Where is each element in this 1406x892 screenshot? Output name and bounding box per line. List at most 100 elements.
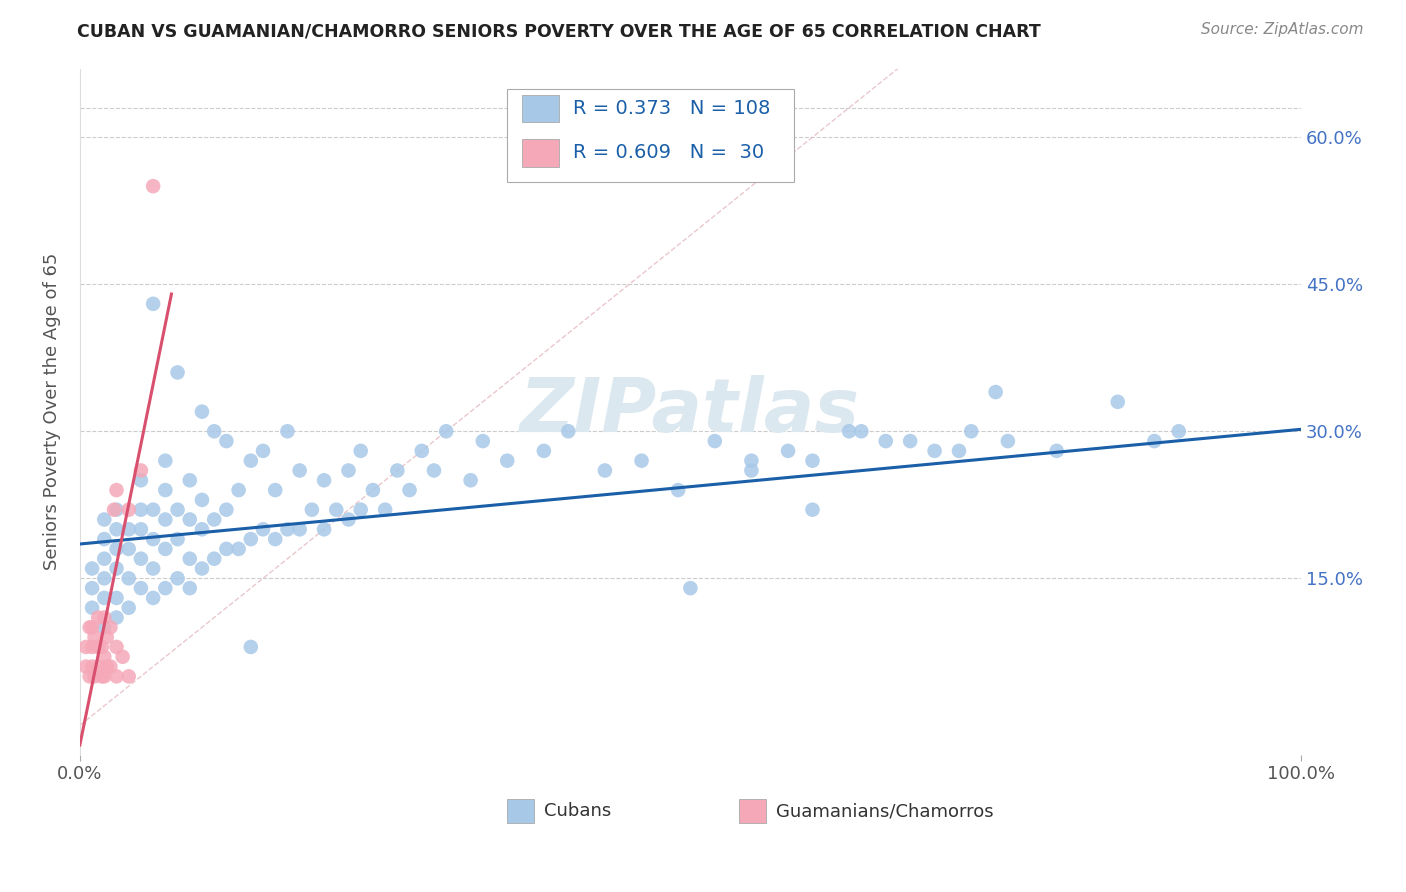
Point xyxy=(215,434,238,448)
Point xyxy=(129,551,152,566)
Point xyxy=(288,522,311,536)
Point xyxy=(215,541,238,556)
Text: R = 0.609   N =  30: R = 0.609 N = 30 xyxy=(574,144,765,162)
Point xyxy=(337,463,360,477)
Point xyxy=(703,434,725,448)
Point xyxy=(1143,434,1166,448)
Text: Cubans: Cubans xyxy=(544,802,612,820)
Point xyxy=(142,502,165,516)
Point xyxy=(387,463,409,477)
Point xyxy=(557,424,579,438)
Point xyxy=(118,669,141,683)
Point xyxy=(90,669,112,683)
Point xyxy=(179,551,201,566)
Point xyxy=(851,424,873,438)
Point xyxy=(80,640,103,654)
Point xyxy=(264,483,287,497)
Point xyxy=(87,610,110,624)
Point xyxy=(301,502,323,516)
Point xyxy=(118,522,141,536)
Point xyxy=(75,659,97,673)
Point xyxy=(960,424,983,438)
Point xyxy=(471,434,494,448)
Point xyxy=(666,483,689,497)
Point xyxy=(129,463,152,477)
Point xyxy=(93,532,115,546)
Point xyxy=(312,473,335,487)
Point xyxy=(460,473,482,487)
Point xyxy=(630,453,652,467)
FancyBboxPatch shape xyxy=(508,89,794,182)
Point xyxy=(80,561,103,575)
Text: R = 0.373   N = 108: R = 0.373 N = 108 xyxy=(574,99,770,118)
FancyBboxPatch shape xyxy=(522,139,558,167)
Y-axis label: Seniors Poverty Over the Age of 65: Seniors Poverty Over the Age of 65 xyxy=(44,253,60,570)
Point xyxy=(398,483,420,497)
Point xyxy=(191,492,214,507)
Text: Source: ZipAtlas.com: Source: ZipAtlas.com xyxy=(1201,22,1364,37)
Point xyxy=(924,443,946,458)
Point xyxy=(155,483,177,497)
Point xyxy=(75,640,97,654)
Point xyxy=(103,502,125,516)
Point xyxy=(593,463,616,477)
Point xyxy=(801,502,824,516)
Text: CUBAN VS GUAMANIAN/CHAMORRO SENIORS POVERTY OVER THE AGE OF 65 CORRELATION CHART: CUBAN VS GUAMANIAN/CHAMORRO SENIORS POVE… xyxy=(77,22,1040,40)
Point xyxy=(801,453,824,467)
Point xyxy=(350,502,373,516)
Point xyxy=(118,571,141,585)
Point xyxy=(79,669,101,683)
Point xyxy=(155,512,177,526)
Point xyxy=(155,541,177,556)
Point xyxy=(96,630,118,644)
Text: ZIPatlas: ZIPatlas xyxy=(520,376,860,448)
Point xyxy=(179,473,201,487)
Point xyxy=(215,502,238,516)
Point xyxy=(1046,443,1069,458)
Point xyxy=(191,405,214,419)
Point xyxy=(191,522,214,536)
Point xyxy=(288,463,311,477)
Point xyxy=(239,640,262,654)
Point xyxy=(166,532,188,546)
Point xyxy=(118,600,141,615)
Point xyxy=(276,522,298,536)
Point xyxy=(228,541,250,556)
Point xyxy=(105,610,128,624)
Point xyxy=(93,669,115,683)
Point xyxy=(239,453,262,467)
Point xyxy=(93,649,115,664)
Point xyxy=(740,463,762,477)
Point xyxy=(423,463,446,477)
Point xyxy=(87,659,110,673)
Point xyxy=(350,443,373,458)
Point xyxy=(191,561,214,575)
Point xyxy=(80,581,103,595)
Point xyxy=(838,424,860,438)
Point xyxy=(83,630,105,644)
FancyBboxPatch shape xyxy=(508,799,534,823)
Point xyxy=(434,424,457,438)
Point xyxy=(129,473,152,487)
Point xyxy=(984,385,1007,400)
Point xyxy=(142,179,165,194)
Point xyxy=(264,532,287,546)
Point xyxy=(111,649,134,664)
Point xyxy=(105,522,128,536)
Point xyxy=(778,443,800,458)
Point xyxy=(179,512,201,526)
Point xyxy=(898,434,921,448)
Point xyxy=(948,443,970,458)
Point xyxy=(411,443,433,458)
Text: Guamanians/Chamorros: Guamanians/Chamorros xyxy=(776,802,994,820)
Point xyxy=(1167,424,1189,438)
Point xyxy=(105,483,128,497)
Point xyxy=(105,669,128,683)
Point xyxy=(239,532,262,546)
Point xyxy=(875,434,897,448)
Point xyxy=(312,522,335,536)
Point xyxy=(155,581,177,595)
Point xyxy=(93,610,115,624)
Point xyxy=(679,581,702,595)
Point xyxy=(79,620,101,634)
